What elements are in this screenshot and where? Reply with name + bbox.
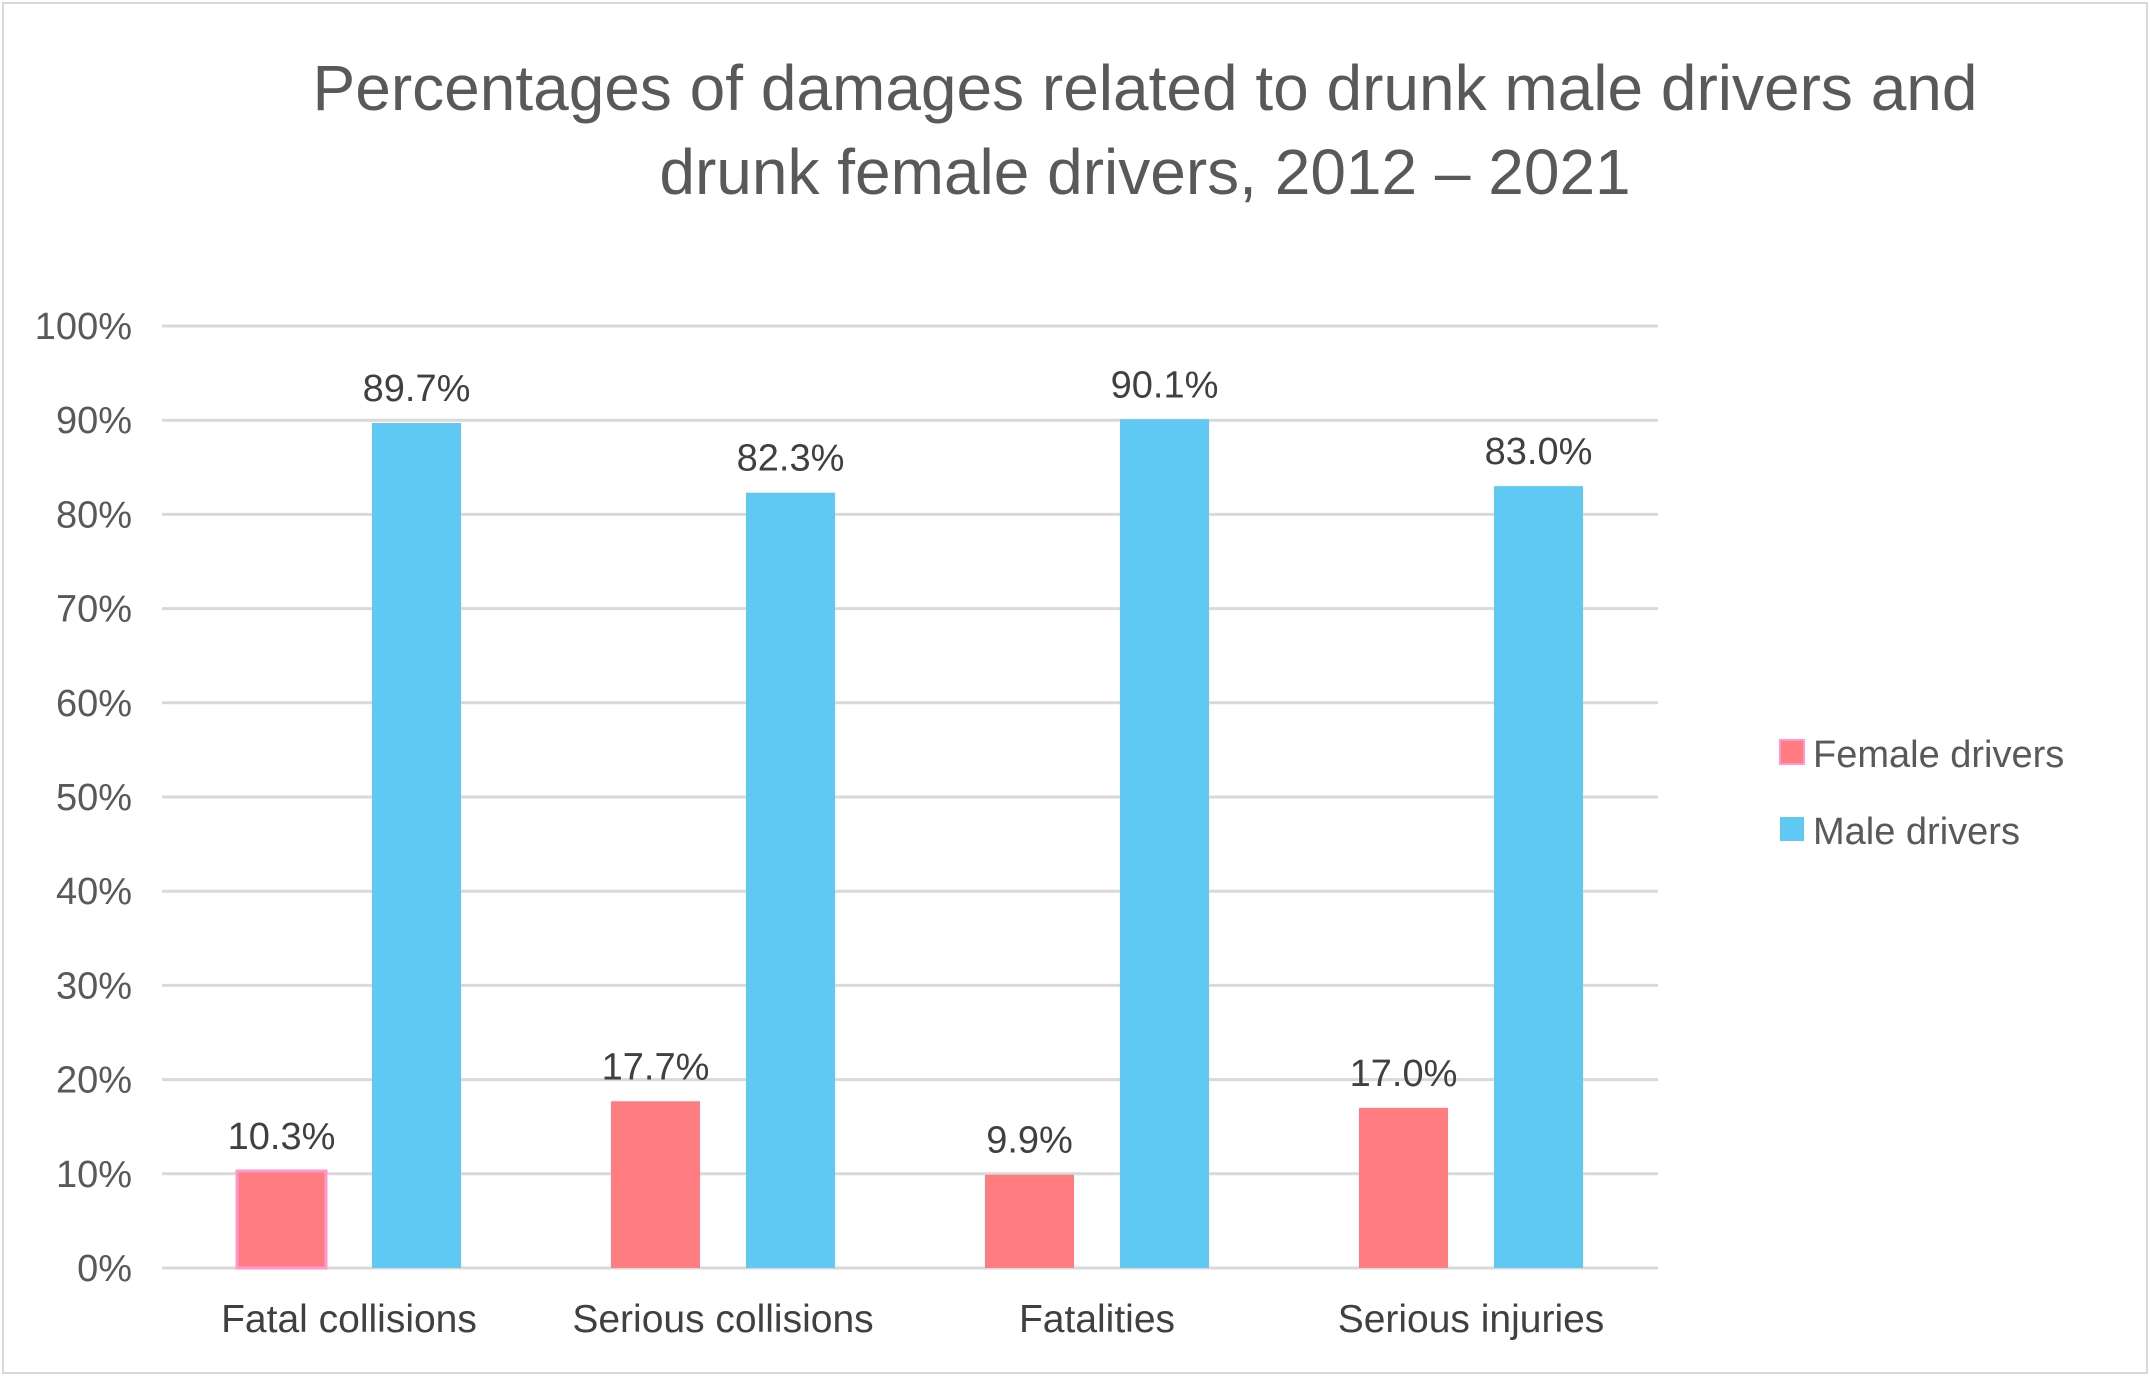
legend-label: Male drivers [1813, 811, 2020, 853]
bar-female-drivers [985, 1174, 1074, 1268]
y-axis-ticks: 0% 10% 20% 30% 40% 50% 60% 70% 80% 90% 100% [35, 306, 132, 1290]
x-category-label: Fatal collisions [221, 1298, 477, 1341]
y-tick-label: 70% [56, 589, 132, 631]
x-category-label: Fatalities [1019, 1298, 1175, 1341]
x-axis-categories: Fatal collisions Serious collisions Fatali… [221, 1298, 1604, 1341]
bars [235, 419, 1583, 1270]
bar-male-drivers [1120, 419, 1209, 1268]
bar-male-drivers [1494, 486, 1583, 1268]
legend-label: Female drivers [1813, 734, 2064, 776]
bar-male-drivers [746, 492, 835, 1268]
x-category-label: Serious injuries [1338, 1298, 1605, 1341]
y-tick-label: 60% [56, 683, 132, 725]
legend-swatch-male [1780, 817, 1804, 841]
data-label: 89.7% [363, 368, 471, 410]
y-tick-label: 90% [56, 400, 132, 442]
bar-female-drivers [611, 1101, 700, 1268]
data-label: 17.0% [1350, 1053, 1458, 1095]
data-label: 83.0% [1485, 431, 1593, 473]
data-labels: 10.3% 89.7% 17.7% 82.3% 9.9% 90.1% 17.0% 83.0% [228, 364, 1593, 1161]
chart-title-line-1: Percentages of damages related to drunk … [313, 52, 1978, 124]
y-tick-label: 80% [56, 494, 132, 536]
data-label: 90.1% [1111, 364, 1219, 406]
chart-title-line-2: drunk female drivers, 2012 – 2021 [659, 136, 1630, 208]
bar-female-drivers [235, 1169, 328, 1270]
bar-male-drivers [372, 423, 461, 1268]
legend: Female drivers Male drivers [1779, 734, 2064, 853]
data-label: 17.7% [602, 1046, 710, 1088]
bar-female-drivers [1359, 1107, 1448, 1268]
y-tick-label: 10% [56, 1154, 132, 1196]
y-tick-label: 100% [35, 306, 132, 348]
y-tick-label: 20% [56, 1060, 132, 1102]
data-label: 9.9% [986, 1120, 1073, 1162]
y-tick-label: 30% [56, 965, 132, 1007]
y-tick-label: 50% [56, 777, 132, 819]
y-tick-label: 0% [77, 1248, 132, 1290]
legend-swatch-female [1779, 739, 1805, 765]
data-label: 10.3% [228, 1116, 336, 1158]
data-label: 82.3% [737, 438, 845, 480]
x-category-label: Serious collisions [572, 1298, 873, 1341]
y-tick-label: 40% [56, 871, 132, 913]
